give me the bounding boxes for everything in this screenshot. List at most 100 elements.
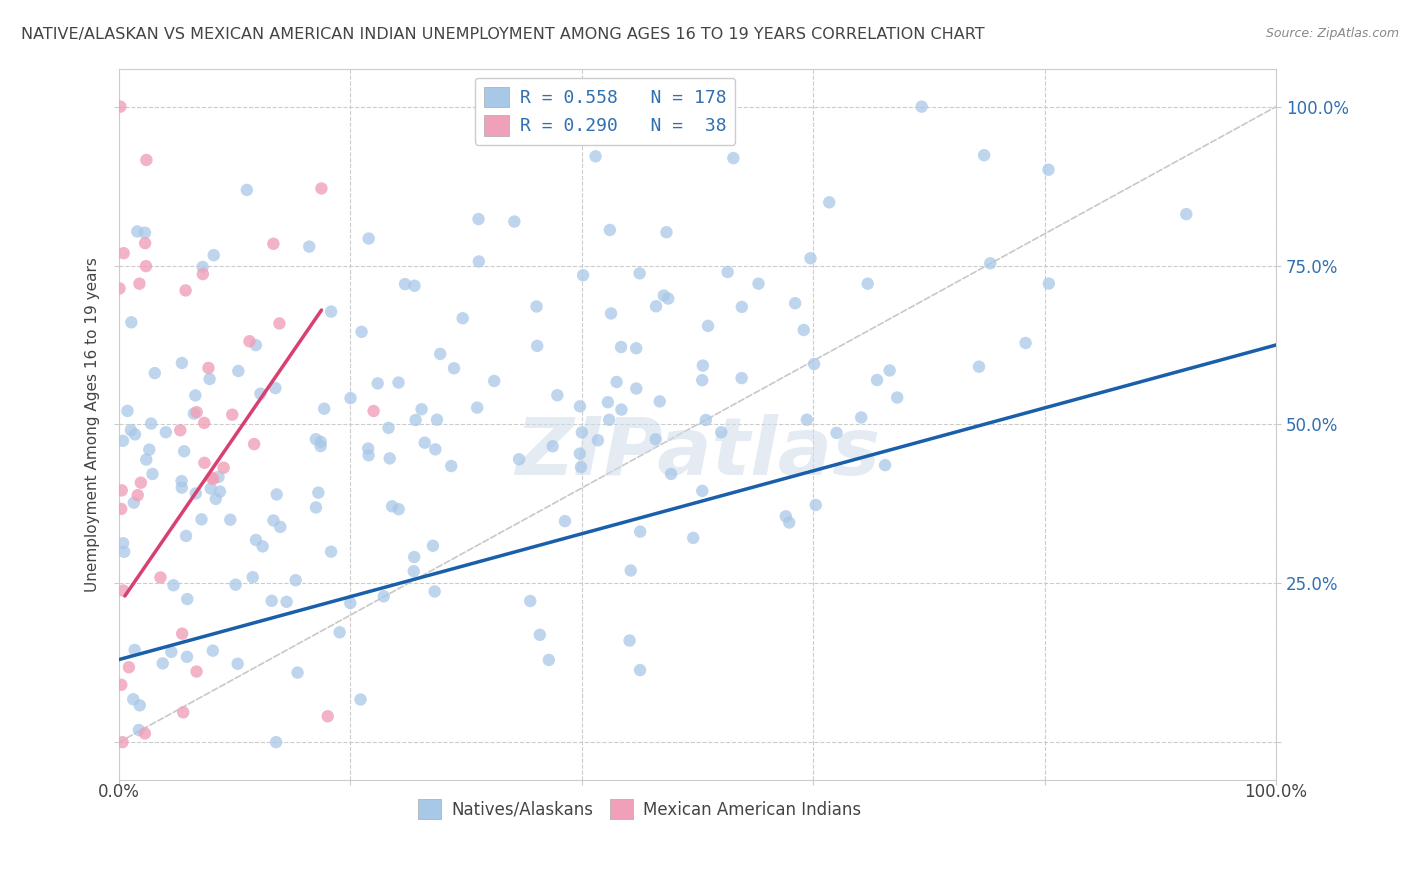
Point — [111, 483, 134, 498]
Point — [339, 391, 361, 405]
Point — [112, 545, 135, 559]
Point — [120, 315, 142, 329]
Point — [586, 434, 609, 448]
Point — [598, 413, 620, 427]
Point — [624, 341, 647, 355]
Point — [554, 514, 576, 528]
Point — [879, 363, 901, 377]
Point — [585, 149, 607, 163]
Point — [190, 512, 212, 526]
Point — [193, 456, 215, 470]
Point — [108, 281, 131, 295]
Legend: Natives/Alaskans, Mexican American Indians: Natives/Alaskans, Mexican American India… — [412, 793, 868, 825]
Point — [866, 373, 889, 387]
Point — [541, 439, 564, 453]
Point — [112, 246, 135, 260]
Point — [730, 371, 752, 385]
Point — [143, 366, 166, 380]
Point — [221, 408, 243, 422]
Point — [124, 427, 146, 442]
Point — [176, 649, 198, 664]
Point — [465, 401, 488, 415]
Point — [307, 485, 329, 500]
Point — [127, 225, 149, 239]
Point — [276, 595, 298, 609]
Point — [245, 533, 267, 547]
Point — [305, 500, 328, 515]
Point — [747, 277, 769, 291]
Point — [402, 564, 425, 578]
Point — [572, 268, 595, 283]
Point — [184, 486, 207, 500]
Point — [111, 434, 134, 448]
Point — [110, 100, 132, 114]
Point — [440, 458, 463, 473]
Point — [183, 407, 205, 421]
Point — [112, 583, 135, 598]
Point — [122, 496, 145, 510]
Point — [388, 502, 411, 516]
Point — [219, 513, 242, 527]
Point — [128, 698, 150, 713]
Point — [170, 356, 193, 370]
Point — [804, 498, 827, 512]
Point — [911, 100, 934, 114]
Point — [526, 300, 548, 314]
Point — [127, 488, 149, 502]
Point — [128, 723, 150, 737]
Point — [117, 404, 139, 418]
Point — [659, 467, 682, 481]
Point — [405, 413, 427, 427]
Point — [619, 633, 641, 648]
Point — [122, 692, 145, 706]
Point — [411, 402, 433, 417]
Point — [1175, 207, 1198, 221]
Point — [112, 536, 135, 550]
Point — [886, 391, 908, 405]
Point — [979, 256, 1001, 270]
Point — [236, 183, 259, 197]
Point — [138, 442, 160, 457]
Point — [202, 248, 225, 262]
Point — [482, 374, 505, 388]
Point — [357, 231, 380, 245]
Point — [169, 423, 191, 437]
Point — [1038, 162, 1060, 177]
Point — [284, 573, 307, 587]
Text: NATIVE/ALASKAN VS MEXICAN AMERICAN INDIAN UNEMPLOYMENT AMONG AGES 16 TO 19 YEARS: NATIVE/ALASKAN VS MEXICAN AMERICAN INDIA… — [21, 27, 984, 42]
Point — [309, 434, 332, 449]
Point — [191, 260, 214, 274]
Point — [129, 475, 152, 490]
Point — [775, 509, 797, 524]
Point — [652, 288, 675, 302]
Point — [873, 458, 896, 472]
Point — [799, 252, 821, 266]
Point — [260, 594, 283, 608]
Point — [600, 306, 623, 320]
Point — [467, 212, 489, 227]
Point — [731, 300, 754, 314]
Point — [208, 484, 231, 499]
Point — [628, 524, 651, 539]
Point — [264, 381, 287, 395]
Point — [287, 665, 309, 680]
Point — [697, 318, 720, 333]
Point — [172, 626, 194, 640]
Point — [316, 709, 339, 723]
Point — [387, 376, 409, 390]
Point — [207, 470, 229, 484]
Point — [451, 311, 474, 326]
Point — [394, 277, 416, 292]
Point — [262, 236, 284, 251]
Point — [160, 645, 183, 659]
Point — [170, 474, 193, 488]
Point — [610, 340, 633, 354]
Point — [170, 481, 193, 495]
Point — [135, 153, 157, 167]
Point — [252, 540, 274, 554]
Point — [596, 395, 619, 409]
Point — [186, 665, 208, 679]
Point — [174, 284, 197, 298]
Point — [339, 596, 361, 610]
Point — [149, 570, 172, 584]
